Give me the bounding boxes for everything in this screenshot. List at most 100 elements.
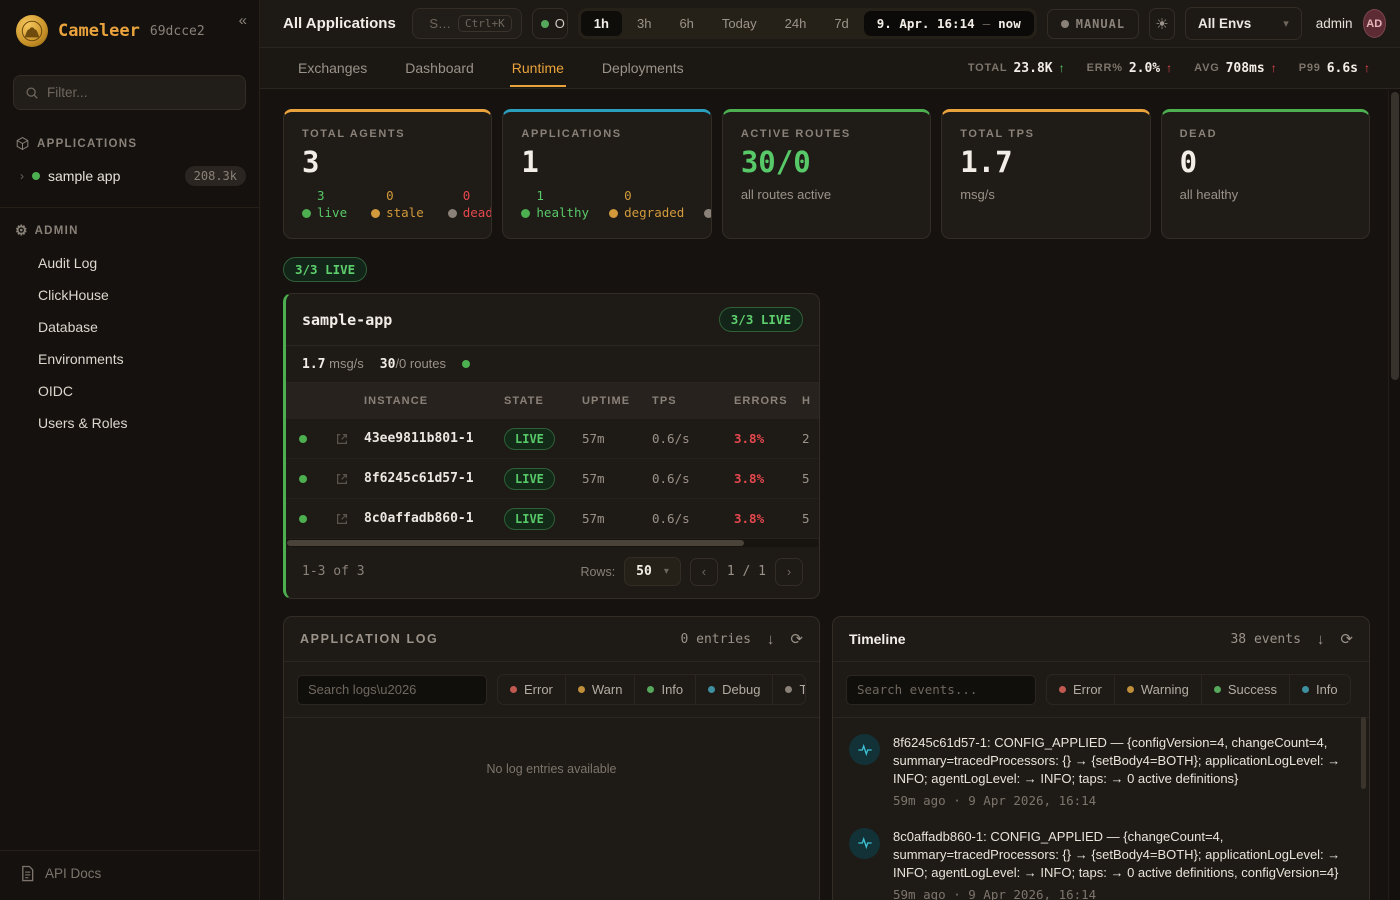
card-total-agents: TOTAL AGENTS 3 3 live 0 stale 0 dead [283,109,493,239]
online-dot [540,19,549,28]
timeline-title: Timeline [849,631,906,647]
gear-icon: ⚙ [15,222,28,238]
filter-chip-warn[interactable]: Warn [564,675,635,704]
header-stats: TOTAL 23.8K ↑ ERR% 2.0% ↑ AVG 708ms ↑ P99 6.6s ↑ [968,61,1370,76]
filter-chip-error[interactable]: Error [498,675,565,704]
table-row[interactable]: 8f6245c61d57-1 LIVE 57m 0.6/s 3.8% 5 [286,459,819,499]
filter-chip-trace[interactable]: Trace [772,675,805,704]
search-placeholder: S… [429,16,452,31]
sidebar-item-database[interactable]: Database [38,319,98,335]
rows-label: Rows: [580,564,616,579]
expand-chevron-icon[interactable]: › [20,169,24,183]
tab-runtime[interactable]: Runtime [509,49,566,87]
env-select-dropdown[interactable]: All Envs ▾ [1184,7,1302,40]
substat-live: 3 live [302,188,347,222]
trend-up-icon: ↑ [1166,61,1173,75]
range-1h[interactable]: 1h [580,11,622,36]
page-scrollbar[interactable] [1388,90,1400,900]
app-card-title: sample-app [302,310,393,329]
horizontal-scrollbar[interactable] [287,539,818,547]
substat-dead: 0 dead [447,188,491,222]
sidebar-item-users-roles[interactable]: Users & Roles [38,415,128,431]
log-search-input[interactable] [297,674,487,705]
sidebar-collapse-icon[interactable]: « [238,12,247,29]
table-row[interactable]: 43ee9811b801-1 LIVE 57m 0.6/s 3.8% 2 [286,419,819,459]
sidebar-item-api-docs[interactable]: API Docs [0,850,259,900]
logo: Cameleer 69dcce2 « [0,0,259,61]
page-indicator: 1 / 1 [726,564,766,579]
app-live-badge: 3/3 LIVE [718,307,803,332]
sidebar-item-clickhouse[interactable]: ClickHouse [38,287,109,303]
timeline-event[interactable]: 8f6245c61d57-1: CONFIG_APPLIED — {config… [849,734,1355,808]
online-status-chip[interactable]: O [531,8,568,39]
stat-cards-row: TOTAL AGENTS 3 3 live 0 stale 0 dead APPLIC… [283,109,1371,239]
chevron-down-icon: ▾ [663,566,669,577]
filter-chip-warning[interactable]: Warning [1113,675,1201,704]
avatar[interactable]: AD [1362,9,1386,38]
refresh-icon[interactable]: ⟳ [1340,631,1353,648]
card-dead: DEAD 0 all healthy [1160,109,1371,239]
filter-chip-debug[interactable]: Debug [695,675,772,704]
time-range-selector: 1h 3h 6h Today 24h 7d 9. Apr. 16:14 — no… [577,8,1037,39]
stat-err: ERR% 2.0% ↑ [1086,60,1173,76]
filter-chip-success[interactable]: Success [1200,675,1289,704]
download-icon[interactable]: ↓ [1316,630,1325,648]
stat-p99: P99 6.6s ↑ [1298,60,1370,76]
card-total-tps: TOTAL TPS 1.7 msg/s [941,109,1151,239]
log-level-filters: Error Warn Info Debug Trace [497,674,806,705]
app-card-sample-app: sample-app 3/3 LIVE 1.7 msg/s 30/0 route… [283,293,820,599]
content: TOTAL AGENTS 3 3 live 0 stale 0 dead APPLIC… [260,89,1400,900]
range-today[interactable]: Today [721,16,757,31]
sidebar-item-sample-app[interactable]: › sample app 208.3k [0,157,259,195]
manual-refresh-button[interactable]: MANUAL [1046,8,1140,39]
theme-toggle-button[interactable]: ☀ [1149,7,1175,40]
range-6h[interactable]: 6h [679,16,694,31]
table-row[interactable]: 8c0affadb860-1 LIVE 57m 0.6/s 3.8% 5 [286,499,819,539]
sidebar-item-environments[interactable]: Environments [38,351,124,367]
row-range-label: 1-3 of 3 [302,564,365,579]
log-entries-count: 0 entries [680,631,751,647]
timeline-panel: Timeline 38 events ↓ ⟳ Error Warning Suc… [832,616,1370,900]
rows-per-page-select[interactable]: 50 ▾ [624,557,681,586]
log-empty-state: No log entries available [486,762,617,776]
tab-exchanges[interactable]: Exchanges [298,60,368,76]
substat-stale: 0 stale [371,188,424,222]
filter-chip-info[interactable]: Info [1288,675,1350,704]
timeline-search-input[interactable] [846,674,1036,705]
range-24h[interactable]: 24h [784,16,807,31]
app-item-label: sample app [48,168,121,184]
filter-chip-error[interactable]: Error [1047,675,1114,704]
download-icon[interactable]: ↓ [766,630,775,648]
instance-status-dot [299,434,307,443]
refresh-icon[interactable]: ⟳ [790,631,803,648]
prev-page-button[interactable]: ‹ [689,557,718,586]
external-link-icon[interactable] [320,512,364,526]
tab-deployments[interactable]: Deployments [601,60,684,76]
tab-dashboard[interactable]: Dashboard [405,60,474,76]
routes-status-dot [462,360,471,368]
range-3h[interactable]: 3h [636,16,652,31]
state-badge: LIVE [504,467,555,490]
sidebar-item-oidc[interactable]: OIDC [38,383,73,399]
global-search-input[interactable]: S… Ctrl+K [411,8,522,39]
substat-degraded: 0 degraded [609,188,684,222]
date-range-display[interactable]: 9. Apr. 16:14 — now [863,11,1034,36]
sidebar-item-audit-log[interactable]: Audit Log [38,255,98,271]
timeline-event[interactable]: 8c0affadb860-1: CONFIG_APPLIED — {change… [849,827,1355,900]
topbar: All Applications S… Ctrl+K O 1h 3h 6h To… [260,0,1400,48]
date-to: now [998,16,1021,31]
page-title: All Applications [283,15,396,32]
range-7d[interactable]: 7d [834,16,849,31]
trend-up-icon: ↑ [1270,61,1277,75]
external-link-icon[interactable] [320,472,364,486]
app-name: Cameleer [58,21,140,41]
next-page-button[interactable]: › [775,557,803,586]
external-link-icon[interactable] [320,432,364,446]
app-card-metrics: 1.7 msg/s 30/0 routes [286,346,819,383]
timeline-scrollbar[interactable] [1361,717,1366,789]
trend-up-icon: ↑ [1364,61,1370,75]
filter-chip-info[interactable]: Info [634,675,695,704]
activity-icon [849,827,880,859]
sidebar-filter-input[interactable]: Filter... [13,75,246,110]
